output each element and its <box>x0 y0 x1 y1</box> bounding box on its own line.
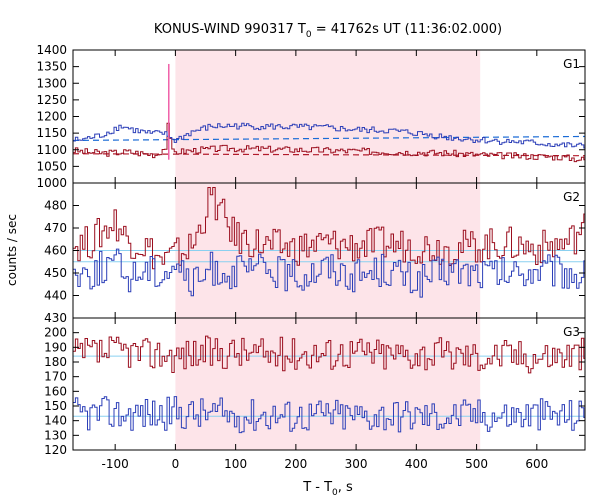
title-suffix: = 41762s UT (11:36:02.000) <box>312 22 502 37</box>
fit-line-2 <box>72 135 586 142</box>
x-tick-label: 0 <box>172 457 180 471</box>
x-tick-label: 300 <box>345 457 368 471</box>
y-tick-label: 460 <box>44 244 67 258</box>
x-tick-label: -100 <box>102 457 129 471</box>
y-tick-label: 430 <box>44 311 67 325</box>
series-2-line <box>73 248 585 298</box>
series-1-line <box>73 335 585 374</box>
xlabel-prefix: T - T <box>302 480 332 495</box>
y-tick-label: 1100 <box>36 143 67 157</box>
series-2-line <box>73 122 585 149</box>
series-1-line <box>73 122 585 163</box>
panel-label: G1 <box>563 57 580 71</box>
y-tick-label: 190 <box>44 340 67 354</box>
y-tick-label: 200 <box>44 326 67 340</box>
y-tick-label: 170 <box>44 370 67 384</box>
x-tick-label: 500 <box>465 457 488 471</box>
y-axis-label: counts / sec <box>5 214 19 286</box>
y-tick-label: 440 <box>44 289 67 303</box>
x-tick-label: 100 <box>224 457 247 471</box>
panel-label: G2 <box>563 190 580 204</box>
y-tick-label: 140 <box>44 414 67 428</box>
x-tick-label: 400 <box>405 457 428 471</box>
y-tick-label: 180 <box>44 355 67 369</box>
series-2-line <box>73 396 585 434</box>
shaded-interval <box>175 50 481 183</box>
y-tick-label: 160 <box>44 384 67 398</box>
x-axis-label: T - T0, s <box>302 480 353 498</box>
panel-frame <box>72 317 586 451</box>
fit-line-1 <box>72 153 586 157</box>
xlabel-suffix: , s <box>338 480 353 495</box>
title-sub: 0 <box>306 30 312 40</box>
y-tick-label: 1150 <box>36 126 67 140</box>
y-tick-label: 1250 <box>36 93 67 107</box>
y-tick-label: 1400 <box>36 43 67 57</box>
y-tick-label: 120 <box>44 443 67 457</box>
y-tick-label: 150 <box>44 399 67 413</box>
shaded-interval <box>175 318 481 450</box>
chart-title: KONUS-WIND 990317 T0 = 41762s UT (11:36:… <box>154 22 502 40</box>
panels-group: 100010501100115012001250130013501400G143… <box>36 43 586 471</box>
panel-g2: 430 440 450 460 470 480 G2 <box>44 182 586 325</box>
y-tick-label: 1000 <box>36 176 67 190</box>
y-tick-label: 1200 <box>36 110 67 124</box>
y-tick-label: 1350 <box>36 60 67 74</box>
y-tick-label: 130 <box>44 428 67 442</box>
y-tick-label: 480 <box>44 199 67 213</box>
series-1-line <box>73 187 585 270</box>
x-tick-label: 600 <box>525 457 548 471</box>
y-tick-label: 1300 <box>36 76 67 90</box>
y-tick-label: 1050 <box>36 159 67 173</box>
xlabel-sub: 0 <box>332 488 338 498</box>
y-tick-label: 470 <box>44 221 67 235</box>
panel-label: G3 <box>563 325 580 339</box>
y-tick-label: 450 <box>44 266 67 280</box>
title-prefix: KONUS-WIND 990317 T <box>154 22 306 37</box>
x-tick-label: 200 <box>284 457 307 471</box>
panel-g1: 1000 1050 1100 1150 1200 1250 1300 1350 1400 G1 <box>36 43 586 190</box>
